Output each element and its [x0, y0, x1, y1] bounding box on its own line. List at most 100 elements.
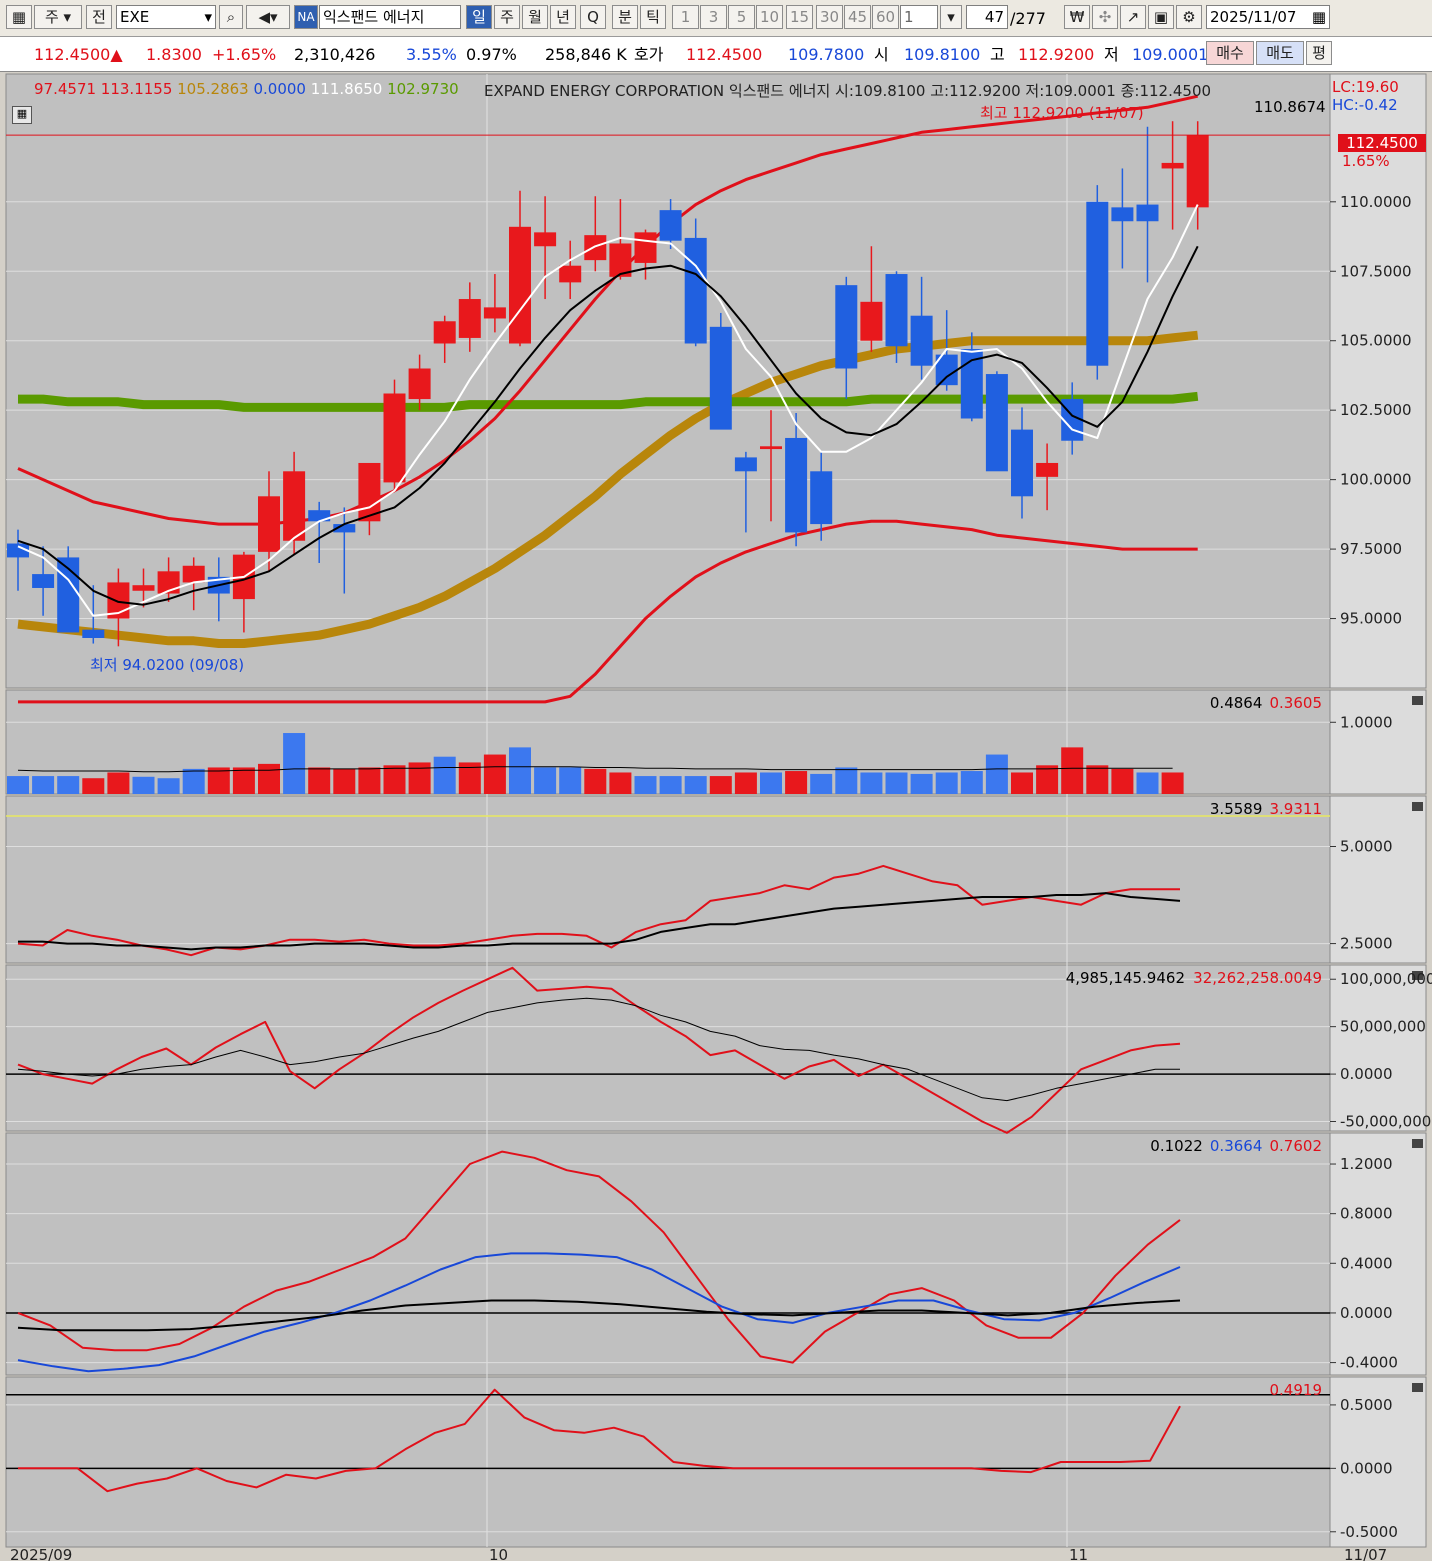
y-tick-label: 105.0000: [1340, 332, 1412, 350]
ma-legend-value: 105.2863: [177, 80, 254, 98]
panel-3-plot: [5, 964, 1331, 1132]
prev-button[interactable]: 전: [86, 5, 112, 29]
period-button-0[interactable]: 일: [466, 5, 492, 29]
indicator-2-series-1: [18, 892, 1181, 951]
ma-legend-value: 97.4571: [34, 80, 101, 98]
amount-value: 258,846 K: [545, 45, 627, 64]
currency-icon[interactable]: ₩: [1064, 5, 1090, 29]
speaker-icon[interactable]: ◀▾: [246, 5, 290, 29]
volume-bar: [1161, 772, 1184, 794]
interval-button-45[interactable]: 45: [844, 5, 871, 29]
max-label: 최고 112.9200 (11/07): [980, 104, 1144, 122]
custom-interval-input[interactable]: 1: [900, 5, 938, 29]
bid-label: 호가: [634, 45, 664, 64]
hc-value: HC:-0.42: [1332, 96, 1398, 114]
volume-bar: [659, 776, 682, 794]
interval-button-15[interactable]: 15: [786, 5, 813, 29]
low-value: 109.0001: [1132, 45, 1209, 64]
interval-button-60[interactable]: 60: [872, 5, 899, 29]
date-input[interactable]: 2025/11/07 ▦: [1206, 5, 1330, 29]
panel-0-axis: [1329, 73, 1427, 689]
candle-body: [7, 543, 29, 558]
period-button-5[interactable]: 분: [612, 5, 638, 29]
period-button-6[interactable]: 틱: [640, 5, 666, 29]
period-button-2[interactable]: 월: [522, 5, 548, 29]
line-2: [18, 519, 1198, 704]
volume-bar: [835, 767, 858, 794]
gear-icon[interactable]: ⚙: [1176, 5, 1202, 29]
candle-body: [659, 210, 682, 241]
panel-header-value: 0.4919: [1270, 1381, 1323, 1399]
window-menu-icon[interactable]: ▦: [6, 5, 32, 29]
calendar-icon[interactable]: ▦: [1311, 8, 1326, 26]
panel-5-close-icon: [1412, 1383, 1423, 1392]
interval-chevron-down-icon[interactable]: ▾: [940, 5, 962, 29]
candle-body: [810, 471, 833, 525]
panel-4-close-icon: [1412, 1139, 1423, 1148]
y-tick-label: 0.0000: [1340, 1065, 1393, 1083]
buy-button[interactable]: 매수: [1206, 41, 1254, 65]
chart-area[interactable]: 95.0000 97.5000 100.0000 102.5000 105.0000 10…: [0, 72, 1432, 1561]
ma-legend-value: 0.0000: [253, 80, 311, 98]
line-1: [17, 245, 1199, 606]
y-tick-label: 1.0000: [1340, 713, 1393, 731]
table-toggle-icon[interactable]: ▦: [12, 106, 32, 124]
candle-body: [1036, 462, 1059, 477]
period-button-4[interactable]: Q: [580, 5, 606, 29]
ma-legend-value: 113.1155: [100, 80, 178, 98]
volume-bar: [57, 776, 80, 794]
right-value: 110.8674: [1254, 98, 1326, 116]
y-tick-label: 102.5000: [1340, 401, 1412, 419]
candle-body: [182, 565, 205, 583]
x-axis-label: 10: [489, 1546, 508, 1561]
sell-button[interactable]: 매도: [1256, 41, 1304, 65]
candle-body: [885, 274, 908, 347]
panel-3-axis: [1329, 964, 1427, 1132]
candle-body: [132, 585, 155, 591]
candle-body: [283, 471, 306, 541]
interval-button-10[interactable]: 10: [756, 5, 783, 29]
interval-button-30[interactable]: 30: [816, 5, 843, 29]
candle-body: [1111, 207, 1134, 222]
volume-bar: [333, 768, 356, 794]
bid-value: 112.4500: [686, 45, 763, 64]
volume-bar: [860, 772, 883, 794]
search-icon[interactable]: ⌕: [219, 5, 243, 29]
volume-bar: [634, 776, 657, 794]
interval-button-5[interactable]: 5: [728, 5, 755, 29]
y-tick-label: 0.4000: [1340, 1254, 1393, 1272]
price-change: 1.8300: [146, 45, 202, 64]
eval-button[interactable]: 평: [1306, 41, 1332, 65]
interval-button-3[interactable]: 3: [700, 5, 727, 29]
crosshair-icon[interactable]: ✣: [1092, 5, 1118, 29]
count-input[interactable]: 47: [966, 5, 1008, 29]
symbol-input[interactable]: EXE ▾: [116, 5, 216, 29]
na-badge[interactable]: NA: [294, 5, 318, 29]
panel-2-close-icon: [1412, 802, 1423, 811]
interval-button-1[interactable]: 1: [672, 5, 699, 29]
chevron-down-icon[interactable]: ▾: [204, 8, 212, 26]
stock-name-field: 익스팬드 에너지: [319, 5, 461, 29]
candle-body: [509, 226, 531, 344]
volume-bar: [383, 765, 406, 794]
candle-body: [684, 237, 707, 344]
volume-bar: [107, 772, 130, 794]
period-button-3[interactable]: 년: [550, 5, 576, 29]
volume-bar: [1061, 747, 1084, 794]
panel-0-plot: [5, 73, 1331, 689]
quote-bar: 112.4500▲ 1.8300 +1.65% 2,310,426 3.55% …: [0, 37, 1432, 72]
candle-body: [760, 446, 782, 450]
market-select[interactable]: 주 ▾: [34, 5, 82, 29]
volume-bar: [985, 754, 1008, 794]
volume-bar: [258, 763, 280, 794]
candle-body: [559, 265, 582, 283]
candle-body: [985, 374, 1008, 472]
price-change-pct: +1.65%: [212, 45, 277, 64]
chart-svg[interactable]: 95.000097.5000100.0000102.5000105.000010…: [0, 72, 1432, 1561]
save-icon[interactable]: ▣: [1148, 5, 1174, 29]
trend-tool-icon[interactable]: ↗: [1120, 5, 1146, 29]
panel-header-value: 3.9311: [1270, 800, 1323, 818]
x-axis-label: 2025/09: [10, 1546, 72, 1561]
period-button-1[interactable]: 주: [494, 5, 520, 29]
